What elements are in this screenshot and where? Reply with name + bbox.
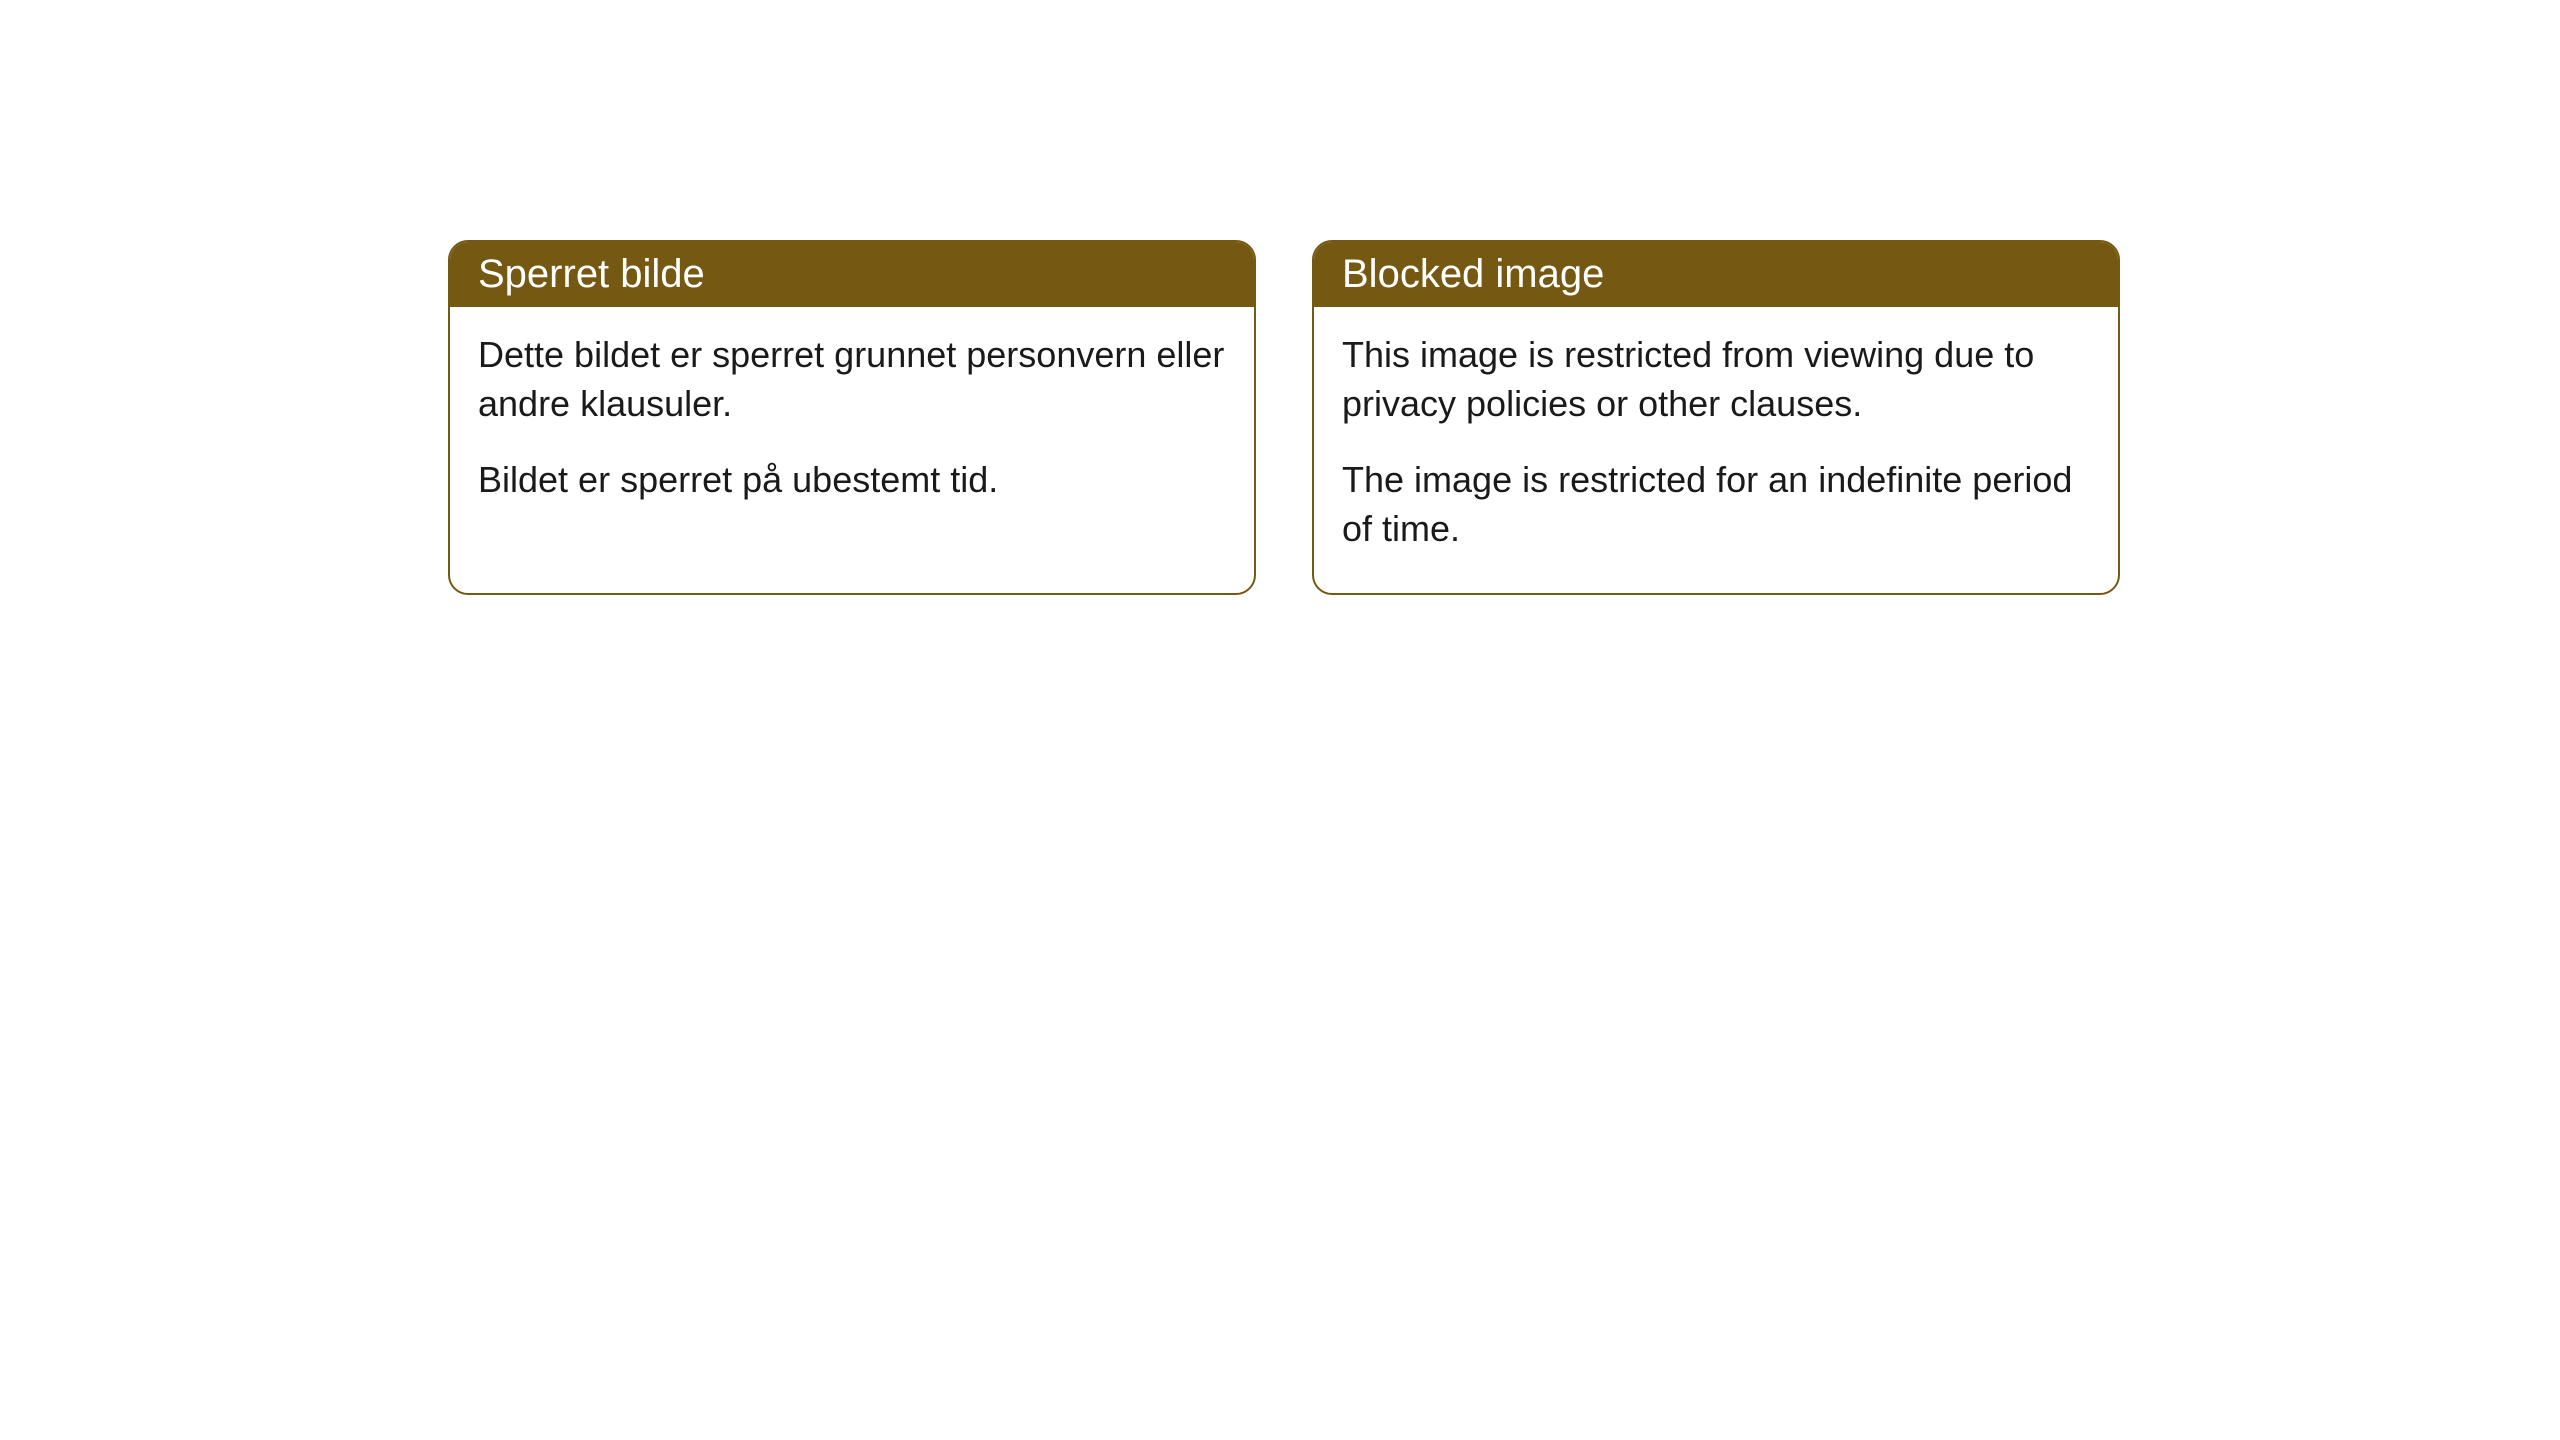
card-paragraph: Bildet er sperret på ubestemt tid. bbox=[478, 456, 1226, 505]
card-title: Sperret bilde bbox=[450, 242, 1254, 307]
card-body: Dette bildet er sperret grunnet personve… bbox=[450, 307, 1254, 545]
blocked-image-card-english: Blocked image This image is restricted f… bbox=[1312, 240, 2120, 595]
card-paragraph: The image is restricted for an indefinit… bbox=[1342, 456, 2090, 553]
notice-cards-container: Sperret bilde Dette bildet er sperret gr… bbox=[0, 0, 2560, 595]
card-paragraph: This image is restricted from viewing du… bbox=[1342, 331, 2090, 428]
blocked-image-card-norwegian: Sperret bilde Dette bildet er sperret gr… bbox=[448, 240, 1256, 595]
card-paragraph: Dette bildet er sperret grunnet personve… bbox=[478, 331, 1226, 428]
card-body: This image is restricted from viewing du… bbox=[1314, 307, 2118, 593]
card-title: Blocked image bbox=[1314, 242, 2118, 307]
